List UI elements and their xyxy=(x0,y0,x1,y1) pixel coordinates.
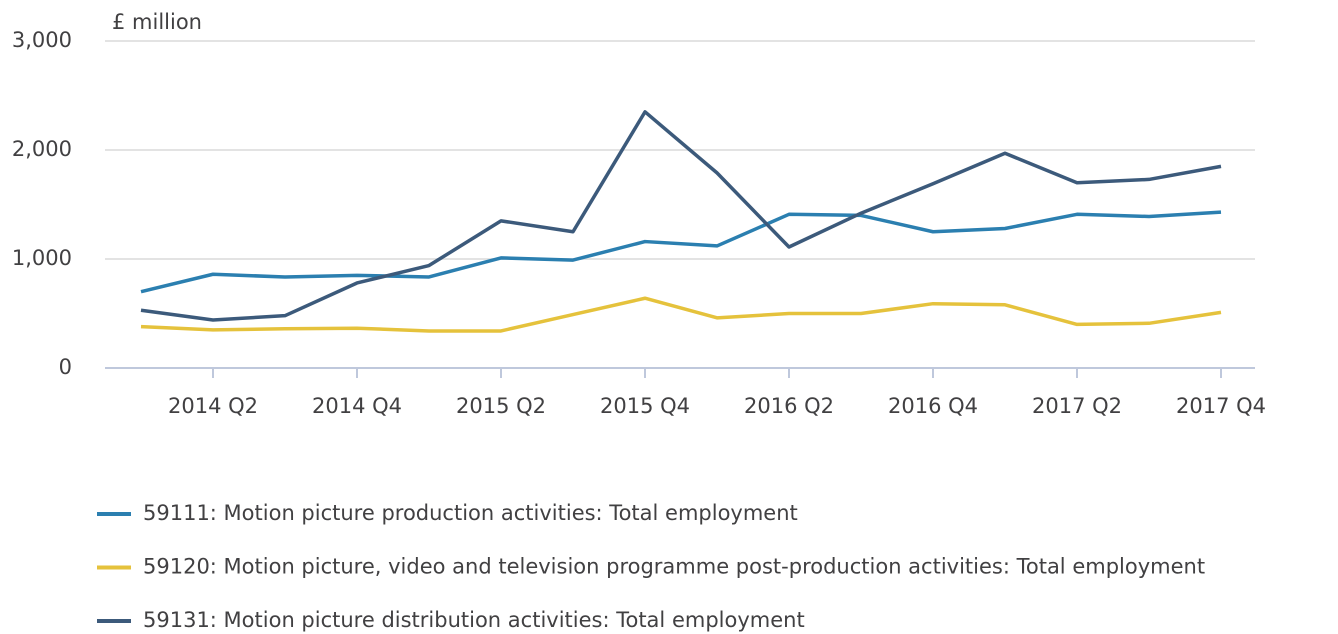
series-line xyxy=(140,210,1222,294)
legend-label: 59131: Motion picture distribution activ… xyxy=(143,608,805,632)
x-tick-label: 2016 Q4 xyxy=(888,394,978,418)
x-tick-label: 2014 Q4 xyxy=(312,394,402,418)
y-tick-label: 0 xyxy=(59,355,72,379)
x-tick-label: 2017 Q2 xyxy=(1032,394,1122,418)
y-tick-label: 2,000 xyxy=(12,137,72,161)
y-tick-label: 3,000 xyxy=(12,28,72,52)
legend-label: 59120: Motion picture, video and televis… xyxy=(143,555,1205,579)
x-tick-label: 2017 Q4 xyxy=(1176,394,1266,418)
series-line xyxy=(140,296,1222,333)
legend-label: 59111: Motion picture production activit… xyxy=(143,501,798,525)
x-tick-label: 2014 Q2 xyxy=(168,394,258,418)
series-line xyxy=(140,110,1222,322)
x-tick-label: 2015 Q4 xyxy=(600,394,690,418)
x-tick-label: 2016 Q2 xyxy=(744,394,834,418)
y-tick-label: 1,000 xyxy=(12,246,72,270)
y-axis-label: £ million xyxy=(112,10,202,34)
x-tick-label: 2015 Q2 xyxy=(456,394,546,418)
